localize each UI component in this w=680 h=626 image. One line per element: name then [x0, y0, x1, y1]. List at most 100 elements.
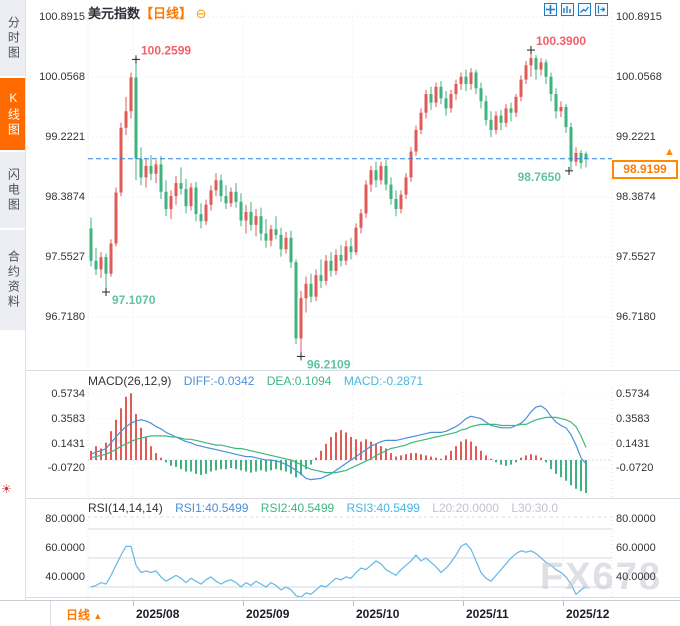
- chart-kline-icon[interactable]: [561, 3, 574, 16]
- candle: [399, 194, 403, 210]
- zoom-out-icon[interactable]: ⊖: [195, 6, 207, 21]
- candle: [299, 298, 303, 339]
- macd-bar: [405, 454, 407, 460]
- candle: [304, 283, 308, 299]
- candle: [219, 180, 223, 197]
- macd-header: MACD(26,12,9) DIFF:-0.0342 DEA:0.1094 MA…: [88, 374, 432, 388]
- indicator-settings-icon[interactable]: ☀: [1, 482, 12, 496]
- chart-trend-icon[interactable]: [578, 3, 591, 16]
- candle: [134, 77, 138, 159]
- candle: [459, 76, 463, 84]
- crosshair-icon[interactable]: [544, 3, 557, 16]
- macd-bar: [485, 455, 487, 460]
- macd-bar: [505, 460, 507, 466]
- candle: [294, 262, 298, 339]
- macd-bar: [180, 460, 182, 470]
- period-selector[interactable]: 日线 ▲: [66, 606, 102, 623]
- macd-bar: [130, 393, 132, 460]
- candle: [184, 188, 188, 207]
- candle: [269, 229, 273, 241]
- jump-to-latest-icon[interactable]: ▲: [664, 146, 675, 158]
- macd-bar: [395, 456, 397, 460]
- candle: [444, 98, 448, 109]
- x-axis-tick: [353, 601, 354, 606]
- y-axis-label: 0.5734: [616, 388, 650, 401]
- panel-separator: [26, 370, 680, 371]
- current-price-value: 98.9199: [623, 162, 667, 176]
- candle: [204, 204, 208, 222]
- candle: [169, 196, 173, 210]
- candle: [199, 214, 203, 222]
- macd-bar: [460, 441, 462, 460]
- candle: [139, 158, 143, 178]
- macd-dea-value: DEA:0.1094: [266, 374, 332, 388]
- y-axis-label: 0.3583: [616, 412, 650, 425]
- candle: [429, 94, 433, 103]
- panel-separator: [26, 597, 680, 598]
- macd-bar: [125, 396, 127, 460]
- y-axis-label: 60.0000: [616, 542, 656, 554]
- candle: [559, 106, 563, 112]
- candle: [224, 196, 228, 204]
- macd-bar: [270, 460, 272, 471]
- macd-bar: [370, 441, 372, 460]
- rsi3-value: RSI3:40.5499: [346, 501, 420, 515]
- macd-bar: [445, 455, 447, 460]
- sidebar-tab-timeshare[interactable]: 分时图: [0, 0, 25, 76]
- candle: [364, 184, 368, 214]
- macd-bar: [340, 430, 342, 460]
- y-axis-label: 98.3874: [45, 190, 85, 203]
- candle: [159, 164, 163, 192]
- y-axis-label: -0.0720: [47, 462, 85, 475]
- macd-bar: [480, 450, 482, 460]
- sidebar-tab-lightning[interactable]: 闪电图: [0, 152, 25, 228]
- macd-macd-value: MACD:-0.2871: [343, 374, 424, 388]
- macd-bar: [435, 457, 437, 460]
- candle: [479, 88, 483, 102]
- candle: [314, 275, 318, 297]
- candle: [124, 111, 128, 128]
- macd-bar: [425, 455, 427, 460]
- y-axis-label: 40.0000: [616, 571, 656, 583]
- macd-bar: [345, 432, 347, 460]
- candle: [214, 180, 218, 191]
- candle: [414, 129, 418, 152]
- candle: [509, 108, 513, 113]
- macd-bar: [355, 439, 357, 460]
- macd-bar: [225, 460, 227, 470]
- sidebar-tab-contract-info[interactable]: 合约资料: [0, 230, 25, 330]
- macd-bar: [235, 460, 237, 470]
- candle: [379, 165, 383, 181]
- macd-bar: [145, 437, 147, 460]
- y-axis-label: 0.1431: [51, 437, 85, 450]
- candle: [409, 151, 413, 178]
- y-axis-label: 100.0568: [39, 70, 85, 83]
- rsi1-value: RSI1:40.5499: [175, 501, 249, 515]
- macd-bar: [495, 460, 497, 463]
- macd-bar: [265, 460, 267, 472]
- diff-line: [90, 405, 587, 481]
- y-axis-label: 96.7180: [45, 310, 85, 323]
- macd-bar: [260, 460, 262, 471]
- macd-bar: [150, 446, 152, 460]
- macd-bar: [360, 441, 362, 460]
- macd-bar: [175, 460, 177, 467]
- candle: [89, 228, 93, 261]
- macd-bar: [220, 460, 222, 470]
- macd-bar: [545, 460, 547, 463]
- macd-bar: [245, 460, 247, 472]
- period-tag: 【日线】: [140, 6, 193, 21]
- y-axis-label: 0.3583: [51, 412, 85, 425]
- macd-bar: [465, 439, 467, 460]
- y-axis-label: 100.8915: [39, 11, 85, 23]
- candle: [239, 201, 243, 221]
- scroll-latest-icon[interactable]: [595, 3, 608, 16]
- macd-bar: [105, 442, 107, 460]
- price-annotation: 100.2599: [141, 43, 191, 57]
- sidebar-tab-kline[interactable]: K线图: [0, 78, 25, 150]
- candle: [404, 177, 408, 195]
- macd-bar: [95, 446, 97, 460]
- macd-bar: [230, 460, 232, 469]
- candle: [389, 184, 393, 199]
